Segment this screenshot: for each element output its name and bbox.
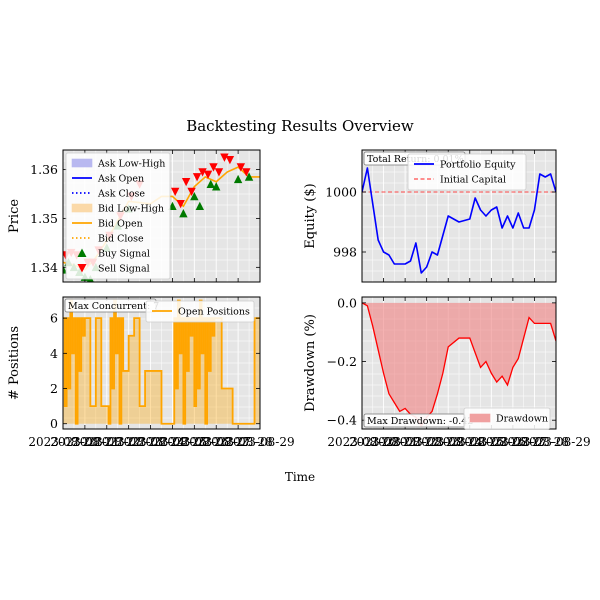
legend-label: Open Positions: [178, 307, 250, 318]
y-axis-label: Equity ($): [303, 183, 318, 248]
x-tick-label: 2023-08-21: [349, 435, 418, 449]
buy-marker: [195, 201, 205, 211]
x-tick-label: 2023-08-26: [457, 435, 526, 449]
legend-label: Sell Signal: [98, 264, 150, 275]
sell-marker: [192, 173, 202, 182]
legend-label: Bid Close: [98, 234, 144, 245]
sell-marker: [220, 153, 229, 162]
sell-marker: [242, 168, 251, 177]
price-panel: 1.34 1.35 1.36 Price Ask Low-High Ask Open Ask…: [7, 149, 261, 283]
axes-frame: [361, 149, 557, 283]
buy-marker: [244, 172, 254, 181]
x-tick-label: 2023-08-28: [500, 435, 569, 449]
sell-marker: [170, 187, 180, 197]
x-tick-label: 2023-08-22: [72, 435, 141, 449]
y-tick-label: 2: [50, 381, 58, 396]
sell-marker: [176, 199, 185, 209]
legend-label: Initial Capital: [440, 175, 506, 186]
x-tick-label: 2023-08-29: [521, 435, 590, 449]
x-tick-label: 2023-08-23: [94, 435, 163, 449]
sell-marker: [203, 170, 213, 179]
x-tick-label: 2023-08-29: [225, 435, 294, 449]
series-group: [362, 302, 556, 428]
y-tick-label: 4: [50, 346, 58, 361]
buy-marker: [212, 182, 221, 191]
x-tick-label: 2023-08-23: [392, 435, 461, 449]
sell-marker: [187, 187, 196, 197]
x-tick-label: 2023-08-28: [204, 435, 273, 449]
sell-marker: [198, 168, 207, 177]
y-tick-label: 1000: [325, 185, 357, 200]
x-tick-label: 2023-08-24: [414, 435, 484, 449]
axes-frame: [62, 149, 261, 283]
series-group: [362, 167, 556, 274]
sell-marker: [236, 163, 246, 172]
series-line: [362, 167, 556, 274]
y-axis-label: Drawdown (%): [303, 314, 318, 412]
x-tick-label: 2023-08-24: [116, 435, 186, 449]
sell-marker: [181, 177, 191, 187]
y-tick-label: 998: [333, 245, 357, 260]
y-tick-label: −0.4: [327, 413, 357, 428]
legend-label: Bid Low-High: [98, 204, 164, 215]
legend-marker: [77, 264, 87, 273]
y-tick-label: 6: [50, 311, 58, 326]
sell-marker: [209, 163, 218, 172]
annotation-text: Max Drawdown: -0.42: [367, 416, 473, 427]
x-tick-label: 2023-08-22: [371, 435, 440, 449]
y-tick-label: −0.2: [327, 354, 357, 369]
axes-frame: [361, 296, 557, 430]
legend-label: Portfolio Equity: [440, 160, 516, 171]
x-tick-label: 2023-08-21: [50, 435, 119, 449]
buy-marker: [206, 179, 215, 189]
legend-frame: [407, 153, 527, 191]
y-axis-label: Price: [7, 199, 22, 233]
legend-label: Buy Signal: [98, 249, 150, 260]
y-tick-label: 0.0: [337, 295, 357, 310]
positions-panel: 02462023-08-202023-08-212023-08-222023-0…: [7, 296, 295, 449]
x-tick-label: 2023-08-26: [160, 435, 229, 449]
legend-label: Bid Open: [98, 219, 143, 230]
series-line: [362, 302, 556, 428]
annotation-text: Max Concurrent: 7: [68, 301, 159, 312]
legend-frame: [145, 300, 255, 323]
y-axis-label: # Positions: [7, 326, 22, 400]
legend-label: Ask Close: [97, 189, 145, 200]
buy-marker: [190, 191, 199, 201]
legend-label: Ask Low-High: [97, 159, 165, 170]
x-tick-label: 2023-08-27: [182, 435, 251, 449]
x-tick-label: 2023-08-25: [138, 435, 207, 449]
y-tick-label: 0: [50, 416, 58, 431]
x-tick-label: 2023-08-27: [478, 435, 547, 449]
figure-xlabel: Time: [285, 470, 315, 484]
x-tick-label: 2023-08-25: [435, 435, 504, 449]
legend-marker: [77, 248, 87, 257]
axes-frame: [62, 296, 261, 430]
legend-swatch: [71, 203, 93, 213]
x-tick-label: 2023-08-20: [28, 435, 97, 449]
legend-label: Ask Open: [97, 174, 144, 185]
legend-label: Drawdown: [496, 414, 548, 425]
y-tick-label: 1.34: [30, 260, 58, 275]
legend-frame: [65, 152, 171, 280]
sell-marker: [214, 168, 224, 177]
buy-marker: [179, 209, 188, 218]
y-tick-label: 1.36: [30, 162, 58, 177]
buy-marker: [233, 174, 243, 184]
legend-swatch: [469, 413, 491, 423]
x-tick-label: 2023-08-20: [327, 435, 396, 449]
sell-marker: [225, 155, 235, 165]
drawdown-panel: −0.4−0.20.02023-08-202023-08-212023-08-2…: [303, 295, 591, 449]
series-area: [362, 302, 556, 427]
y-tick-label: 1.35: [30, 211, 58, 226]
legend-swatch: [71, 158, 93, 168]
figure-title: Backtesting Results Overview: [186, 117, 414, 135]
legend-frame: [463, 407, 551, 430]
